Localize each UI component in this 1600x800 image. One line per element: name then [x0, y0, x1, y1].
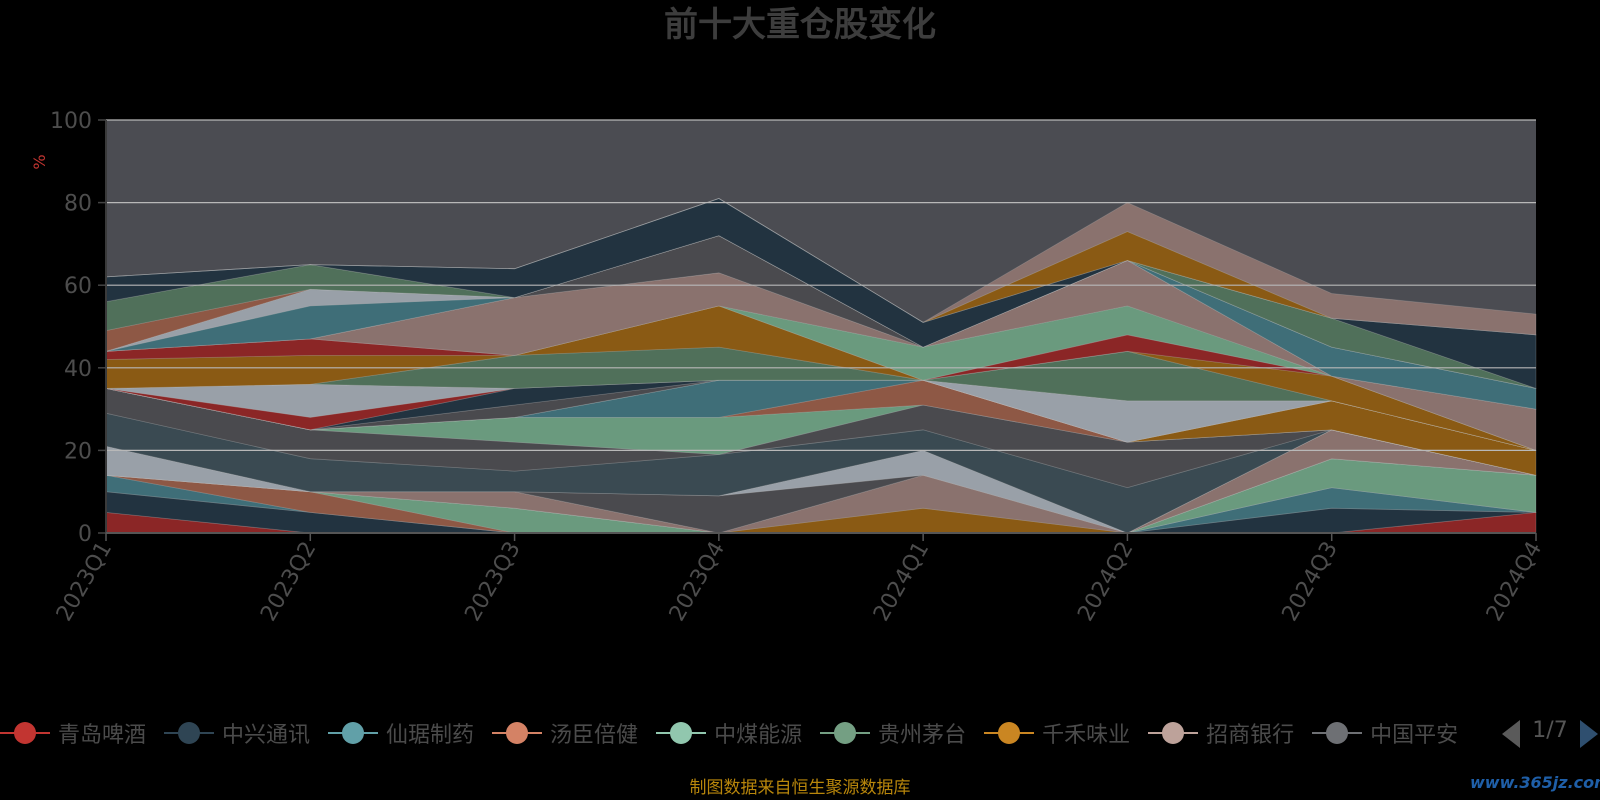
legend-marker-icon	[1312, 721, 1363, 745]
legend-label: 中煤能源	[714, 723, 803, 748]
legend-item-6[interactable]: 千禾味业	[984, 713, 1130, 753]
x-tick-label-5: 2024Q2	[1073, 538, 1138, 626]
y-axis-label: %	[30, 154, 49, 169]
x-tick-label-2: 2023Q3	[460, 538, 525, 626]
y-tick-label-100: 100	[50, 109, 92, 134]
legend-item-5[interactable]: 贵州茅台	[820, 713, 966, 753]
area-series-33	[105, 198, 1537, 336]
legend-label: 仙琚制药	[386, 723, 475, 748]
legend-pager: 1/7	[1500, 716, 1600, 752]
x-tick-label-0: 2023Q1	[52, 538, 117, 626]
legend-marker-icon	[656, 721, 707, 745]
x-tick-label-6: 2024Q3	[1278, 538, 1343, 626]
legend-marker-icon	[984, 721, 1035, 745]
legend: 青岛啤酒 中兴通讯 仙琚制药 汤臣倍健 中煤能源 贵州茅台 千禾味业 招商银行 中国平安	[0, 713, 1480, 753]
legend-item-4[interactable]: 中煤能源	[656, 713, 802, 753]
legend-marker-icon	[492, 721, 543, 745]
data-source-note: 制图数据来自恒生聚源数据库	[689, 778, 911, 798]
legend-item-7[interactable]: 招商银行	[1148, 713, 1294, 753]
area-series-30	[105, 198, 1537, 389]
legend-marker-icon	[1148, 721, 1199, 745]
x-tick-label-4: 2024Q1	[869, 538, 934, 626]
y-tick-label-0: 0	[78, 522, 92, 547]
legend-marker-icon	[328, 721, 379, 745]
y-tick-label-20: 20	[64, 439, 92, 464]
legend-label: 贵州茅台	[878, 723, 967, 748]
legend-label: 中兴通讯	[222, 723, 311, 748]
x-tick-label-1: 2023Q2	[256, 538, 321, 626]
legend-marker-icon	[0, 721, 50, 745]
legend-page-count: 1/7	[1532, 718, 1568, 743]
chart-title: 前十大重仓股变化	[664, 5, 936, 45]
legend-marker-icon	[164, 721, 215, 745]
legend-next-icon[interactable]	[1580, 720, 1598, 748]
legend-label: 汤臣倍健	[550, 723, 639, 748]
y-tick-label-40: 40	[64, 357, 92, 382]
legend-label: 青岛啤酒	[58, 723, 147, 748]
y-tick-label-60: 60	[64, 274, 92, 299]
legend-marker-icon	[820, 721, 871, 745]
y-tick-label-80: 80	[64, 192, 92, 217]
watermark: www.365jz.com	[1470, 773, 1600, 792]
legend-item-1[interactable]: 中兴通讯	[164, 713, 310, 753]
legend-prev-icon[interactable]	[1502, 720, 1520, 748]
x-tick-label-3: 2023Q4	[665, 538, 730, 626]
legend-item-0[interactable]: 青岛啤酒	[0, 713, 146, 753]
legend-label: 中国平安	[1370, 723, 1459, 748]
area-series-group	[105, 198, 1537, 534]
legend-label: 千禾味业	[1042, 723, 1131, 748]
x-tick-label-7: 2024Q4	[1482, 538, 1547, 626]
legend-item-8[interactable]: 中国平安	[1312, 713, 1458, 753]
legend-label: 招商银行	[1206, 723, 1295, 748]
legend-item-2[interactable]: 仙琚制药	[328, 713, 474, 753]
legend-item-3[interactable]: 汤臣倍健	[492, 713, 638, 753]
